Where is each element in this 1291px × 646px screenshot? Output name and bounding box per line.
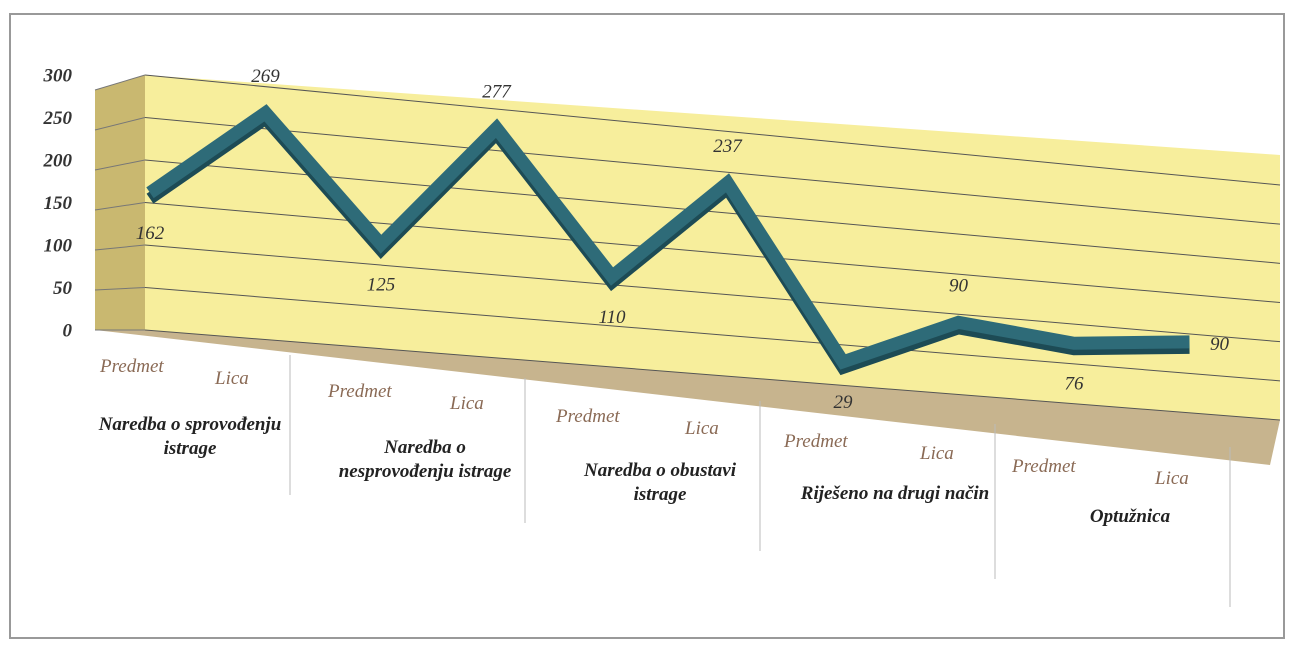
x-tick-label: Lica — [215, 368, 249, 389]
x-tick-label: Lica — [920, 443, 954, 464]
grid-line-side — [94, 287, 146, 291]
x-tick-label: Predmet — [1012, 456, 1076, 477]
grid-line — [144, 74, 1281, 186]
grid-line-side — [94, 202, 146, 211]
group-label: Optužnica — [1089, 506, 1171, 527]
line — [146, 104, 1190, 370]
grid-line-side — [94, 244, 146, 251]
grid-line — [144, 244, 1281, 343]
y-tick-label: 50 — [53, 278, 73, 299]
x-tick-label: Lica — [685, 418, 719, 439]
grid-line-side — [94, 117, 146, 131]
data-label: 277 — [482, 82, 512, 103]
group-label: Naredba o sprovođenju istrage — [98, 414, 282, 459]
x-tick-label: Predmet — [100, 356, 164, 377]
y-tick-label: 250 — [43, 108, 73, 129]
grid-line — [144, 117, 1281, 225]
grid-line — [144, 329, 1281, 421]
data-label: 237 — [713, 136, 743, 157]
y-tick-label: 150 — [44, 193, 73, 214]
data-label: 110 — [598, 307, 626, 328]
group-label: Naredba o obustavi istrage — [584, 460, 736, 505]
floor — [95, 330, 1280, 465]
group-label: Riješeno na drugi način — [800, 483, 990, 504]
y-tick-label: 0 — [63, 320, 73, 341]
data-label: 29 — [834, 392, 854, 413]
grid-line-side — [94, 74, 146, 91]
x-tick-label: Predmet — [556, 406, 620, 427]
x-tick-label: Lica — [1155, 468, 1189, 489]
data-label: 269 — [251, 66, 280, 87]
frame — [9, 13, 1285, 639]
y-tick-label: 300 — [43, 65, 73, 86]
x-tick-label: Lica — [450, 393, 484, 414]
grid-line — [144, 287, 1281, 382]
y-tick-label: 200 — [43, 150, 73, 171]
data-label: 90 — [1210, 334, 1230, 355]
grid-line-side — [94, 159, 146, 171]
data-label: 90 — [949, 276, 969, 297]
x-tick-label: Predmet — [784, 431, 848, 452]
grid-line — [144, 159, 1281, 264]
data-label: 76 — [1065, 374, 1085, 395]
x-tick-label: Predmet — [328, 381, 392, 402]
grid-line — [144, 202, 1281, 303]
data-label: 162 — [136, 223, 165, 244]
data-label: 125 — [367, 275, 396, 296]
side-wall — [95, 75, 145, 330]
group-label: Naredba o nesprovođenju istrage — [338, 437, 512, 482]
y-tick-label: 100 — [44, 235, 73, 256]
